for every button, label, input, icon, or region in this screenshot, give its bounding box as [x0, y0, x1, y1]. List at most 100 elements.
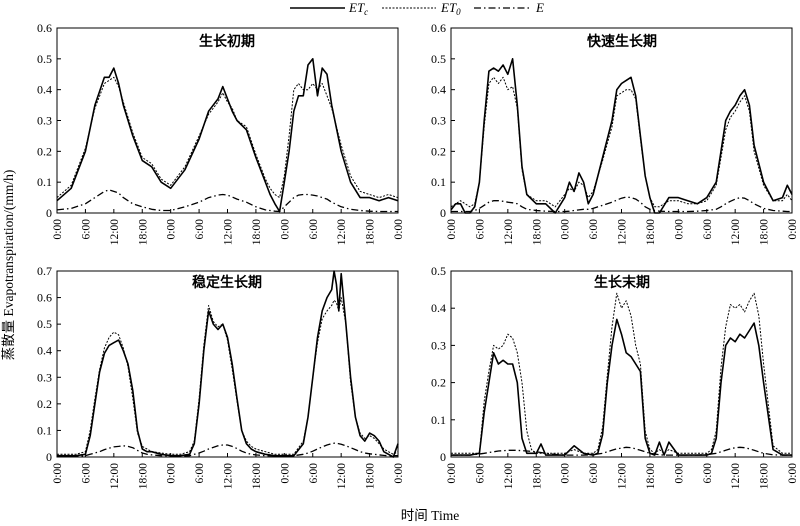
y-axis-label: 蒸散量 Evapotranspiration/(mm/h): [1, 170, 16, 361]
x-tick-label: 6:00: [702, 219, 714, 240]
x-tick-label: 18:00: [365, 463, 377, 489]
x-tick-label: 12:00: [223, 219, 235, 245]
y-tick-label: 0.4: [431, 83, 446, 97]
panel-title: 快速生长期: [587, 33, 657, 50]
y-tick-label: 0.2: [37, 144, 52, 158]
y-tick-label: 0.5: [431, 264, 446, 278]
x-axis-label: 时间 Time: [401, 508, 459, 523]
legend: ETc ET0 E: [290, 0, 544, 17]
y-tick-label: 0.6: [37, 21, 52, 35]
x-tick-label: 12:00: [109, 463, 121, 489]
x-tick-label: 0:00: [787, 219, 799, 240]
x-tick-label: 18:00: [365, 219, 377, 245]
x-tick-label: 0:00: [446, 463, 458, 484]
x-tick-label: 0:00: [673, 463, 685, 484]
x-tick-label: 6:00: [80, 463, 92, 484]
y-tick-label: 0: [46, 450, 52, 464]
x-tick-label: 6:00: [80, 219, 92, 240]
x-tick-label: 6:00: [194, 219, 206, 240]
plot-frame: [450, 27, 793, 214]
panel-early-growth: 生长初期 0 0.1 0.2 0.3 0.4 0.5 0.6 0:00 6:00 12:00 18:0…: [37, 21, 405, 245]
x-tick-label: 0:00: [393, 219, 405, 240]
x-tick-label: 18:00: [759, 219, 771, 245]
panel-title: 稳定生长期: [192, 274, 262, 291]
x-tick-label: 0:00: [560, 463, 572, 484]
x-tick-label: 6:00: [588, 219, 600, 240]
x-tick-label: 12:00: [109, 219, 121, 245]
x-tick-label: 18:00: [251, 463, 263, 489]
panel-late-growth: 生长末期 0 0.1 0.2 0.3 0.4 0.5 0:00 6:00 12:00 18:00 0:…: [431, 264, 799, 489]
series-line-et0: [450, 76, 793, 208]
x-tick-label: 0:00: [446, 219, 458, 240]
y-tick-label: 0.3: [431, 338, 446, 352]
y-tick-label: 0.5: [37, 52, 52, 66]
panel-rapid-growth: 快速生长期 0 0.1 0.2 0.3 0.4 0.5 0.6 0:00 6:00 12:00 18:…: [431, 21, 799, 245]
x-tick-label: 6:00: [194, 463, 206, 484]
x-tick-label: 12:00: [336, 219, 348, 245]
series-line-e: [56, 189, 398, 213]
x-tick-label: 6:00: [308, 463, 320, 484]
x-tick-label: 18:00: [251, 219, 263, 245]
x-tick-label: 6:00: [702, 463, 714, 484]
series-line-etc: [57, 270, 399, 458]
x-tick-label: 0:00: [166, 463, 178, 484]
x-tick-label: 0:00: [166, 219, 178, 240]
y-tick-label: 0.1: [37, 175, 52, 189]
x-tick-label: 18:00: [137, 219, 149, 245]
y-tick-label: 0.2: [37, 397, 52, 411]
y-tick-label: 0.3: [431, 114, 446, 128]
x-tick-label: 0:00: [560, 219, 572, 240]
y-tick-label: 0.7: [37, 264, 52, 278]
x-tick-label: 12:00: [223, 463, 235, 489]
y-tick-label: 0.2: [431, 376, 446, 390]
series-line-etc: [56, 57, 399, 213]
series-line-et0: [57, 297, 399, 455]
plot-frame: [56, 27, 399, 214]
y-tick-label: 0.5: [37, 317, 52, 331]
series-line-e: [57, 442, 398, 457]
legend-label-e: E: [535, 0, 544, 15]
y-tick-label: 0.2: [431, 144, 446, 158]
plot-frame: [56, 270, 399, 458]
x-tick-label: 18:00: [531, 463, 543, 489]
y-tick-label: 0: [440, 450, 446, 464]
x-tick-label: 0:00: [393, 463, 405, 484]
x-tick-label: 0:00: [673, 219, 685, 240]
y-tick-label: 0.1: [431, 413, 446, 427]
x-tick-label: 12:00: [617, 219, 629, 245]
x-tick-label: 0:00: [52, 219, 64, 240]
y-tick-label: 0.6: [37, 291, 52, 305]
y-tick-label: 0.1: [37, 423, 52, 437]
x-tick-label: 18:00: [645, 463, 657, 489]
x-tick-label: 0:00: [52, 463, 64, 484]
x-tick-label: 18:00: [137, 463, 149, 489]
x-tick-label: 12:00: [503, 463, 515, 489]
panel-title: 生长初期: [199, 33, 255, 50]
y-tick-label: 0.4: [37, 83, 52, 97]
x-tick-label: 6:00: [588, 463, 600, 484]
x-tick-label: 0:00: [279, 463, 291, 484]
y-tick-label: 0.6: [431, 21, 446, 35]
panel-title: 生长末期: [594, 274, 650, 291]
y-tick-label: 0.3: [37, 370, 52, 384]
x-tick-label: 6:00: [474, 463, 486, 484]
y-tick-label: 0: [440, 206, 446, 220]
x-tick-label: 18:00: [645, 219, 657, 245]
x-tick-label: 0:00: [279, 219, 291, 240]
y-tick-label: 0: [46, 206, 52, 220]
x-tick-label: 12:00: [617, 463, 629, 489]
x-tick-label: 12:00: [730, 219, 742, 245]
y-tick-label: 0.4: [431, 301, 446, 315]
x-tick-label: 0:00: [787, 463, 799, 484]
x-tick-label: 12:00: [730, 463, 742, 489]
x-tick-label: 12:00: [503, 219, 515, 245]
series-line-e: [451, 446, 792, 456]
x-tick-label: 18:00: [759, 463, 771, 489]
panel-stable-growth: 稳定生长期 0 0.1 0.2 0.3 0.4 0.5 0.6 0.7 0:00 6:00 12:00…: [37, 264, 405, 489]
y-tick-label: 0.5: [431, 52, 446, 66]
series-line-etc: [450, 57, 793, 214]
x-tick-label: 18:00: [531, 219, 543, 245]
series-line-et0: [451, 292, 792, 454]
series-line-et0: [56, 76, 399, 199]
